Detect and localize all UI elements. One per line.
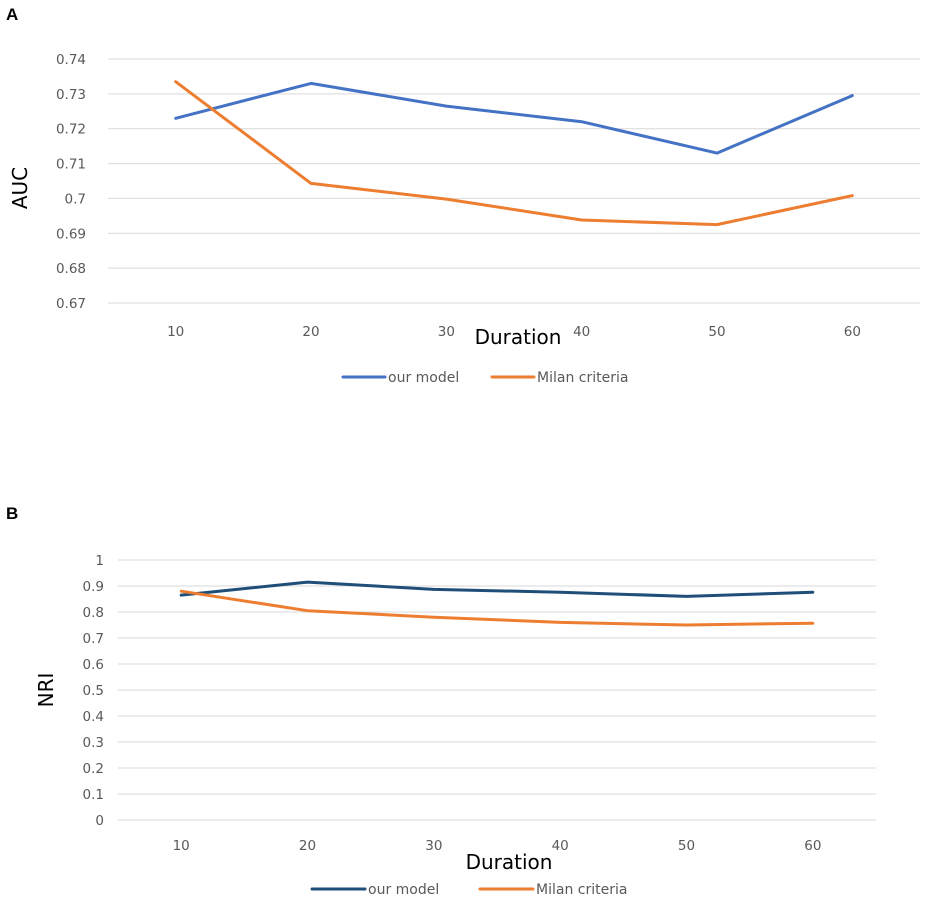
y-tick-label: 1 (95, 553, 104, 569)
y-axis-title-b: NRI (34, 673, 58, 708)
x-tick-label: 60 (844, 324, 861, 340)
y-tick-labels-a: 0.67 0.68 0.69 0.7 0.71 0.72 0.73 0.74 (56, 52, 86, 312)
x-tick-label: 20 (299, 838, 316, 854)
x-tick-label: 40 (573, 324, 590, 340)
panel-label-b: B (6, 504, 18, 523)
y-tick-labels-b: 0 0.1 0.2 0.3 0.4 0.5 0.6 0.7 0.8 0.9 1 (83, 553, 104, 829)
y-tick-label: 0.69 (56, 226, 86, 242)
y-tick-label: 0.9 (83, 579, 104, 595)
y-tick-label: 0.71 (56, 157, 86, 173)
legend-label: our model (368, 882, 439, 898)
y-axis-title-a: AUC (8, 167, 32, 209)
legend-label: Milan criteria (537, 370, 628, 386)
y-tick-label: 0.1 (83, 787, 104, 803)
panel-a: A 0.67 0.68 0.69 0.7 0.71 0.72 0.73 0.74 10 20 30… (6, 5, 920, 386)
x-tick-label: 10 (173, 838, 190, 854)
x-tick-label: 10 (167, 324, 184, 340)
y-tick-label: 0.2 (83, 761, 104, 777)
y-tick-label: 0.67 (56, 296, 86, 312)
x-tick-labels-a: 10 20 30 40 50 60 (167, 324, 861, 340)
x-tick-labels-b: 10 20 30 40 50 60 (173, 838, 822, 854)
y-tick-label: 0.73 (56, 87, 86, 103)
x-axis-title-a: Duration (475, 325, 562, 349)
x-tick-label: 30 (425, 838, 442, 854)
y-tick-label: 0.7 (65, 191, 86, 207)
series-lines-a (174, 80, 854, 227)
legend-label: Milan criteria (536, 882, 627, 898)
series-line-our-model (179, 580, 815, 598)
legend-label: our model (388, 370, 459, 386)
y-tick-label: 0.8 (83, 605, 104, 621)
x-tick-label: 20 (302, 324, 319, 340)
y-tick-label: 0.74 (56, 52, 86, 68)
series-lines-b (179, 580, 815, 627)
x-axis-title-b: Duration (466, 850, 553, 874)
grid-lines-b (118, 559, 876, 821)
y-tick-label: 0.5 (83, 683, 104, 699)
y-tick-label: 0.68 (56, 261, 86, 277)
y-tick-label: 0.72 (56, 122, 86, 138)
y-tick-label: 0.6 (83, 657, 104, 673)
panel-label-a: A (6, 5, 18, 24)
x-tick-label: 50 (678, 838, 695, 854)
y-tick-label: 0.7 (83, 631, 104, 647)
panel-b: B 0 0.1 0.2 0.3 0.4 0.5 0.6 0.7 0.8 0.9 1 10 20 30 40… (6, 504, 876, 898)
y-tick-label: 0 (95, 813, 104, 829)
legend-b: our model Milan criteria (310, 882, 627, 898)
x-tick-label: 60 (804, 838, 821, 854)
x-tick-label: 40 (552, 838, 569, 854)
series-line-our-model (174, 81, 854, 155)
x-tick-label: 30 (438, 324, 455, 340)
series-line-milan-criteria (179, 589, 815, 627)
x-tick-label: 50 (708, 324, 725, 340)
grid-lines-a (108, 58, 920, 304)
legend-a: our model Milan criteria (341, 370, 628, 386)
y-tick-label: 0.4 (83, 709, 104, 725)
y-tick-label: 0.3 (83, 735, 104, 751)
series-line-milan-criteria (174, 80, 854, 227)
